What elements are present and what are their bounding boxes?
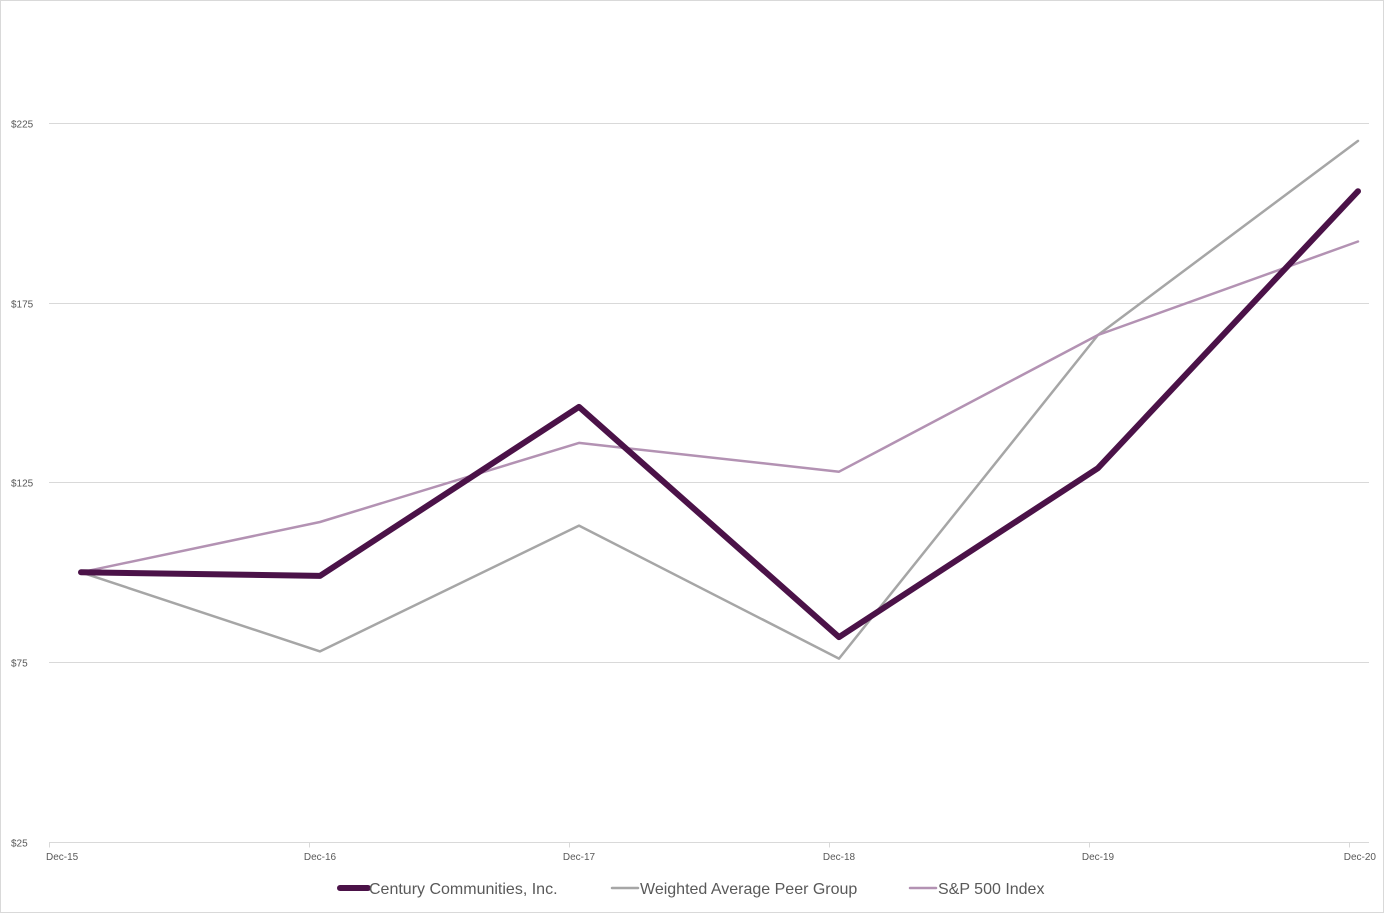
x-tick-label: Dec-17 [563, 852, 596, 863]
legend-label: Century Communities, Inc. [369, 881, 558, 898]
x-tick-label: Dec-18 [823, 852, 856, 863]
x-tick-label: Dec-20 [1344, 852, 1377, 863]
legend: Century Communities, Inc. Weighted Averag… [337, 881, 1044, 898]
series-line-0 [78, 188, 1361, 641]
y-tick-label: $225 [11, 120, 34, 131]
legend-label: S&P 500 Index [938, 881, 1044, 898]
series-line-2 [79, 240, 1360, 574]
x-tick-label: Dec-15 [46, 852, 79, 863]
gridlines [49, 123, 1369, 663]
y-tick-label: $125 [11, 479, 34, 490]
legend-label: Weighted Average Peer Group [640, 881, 857, 898]
series-line-1 [79, 139, 1360, 660]
series-lines [78, 139, 1361, 660]
axes: $25 $75 $125 $175 $225 Dec-15 Dec-16 Dec-17 Dec-… [11, 120, 1376, 864]
y-tick-label: $75 [11, 659, 28, 670]
x-tick-label: Dec-19 [1082, 852, 1115, 863]
y-tick-label: $25 [11, 839, 28, 850]
x-tick-label: Dec-16 [304, 852, 337, 863]
y-tick-label: $175 [11, 300, 34, 311]
